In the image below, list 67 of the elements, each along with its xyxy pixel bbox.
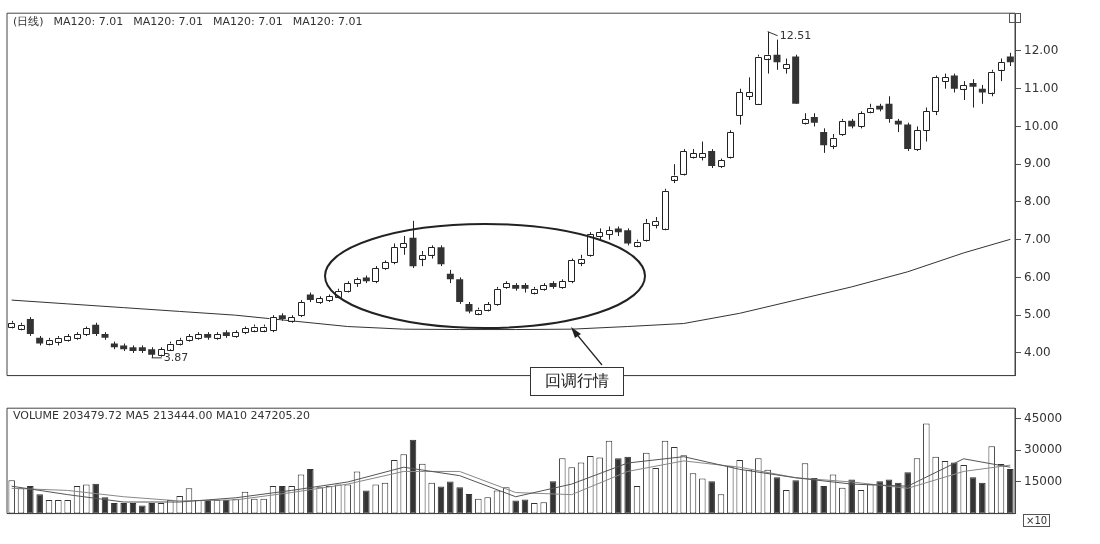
candlestick — [820, 127, 828, 154]
y-tick-label: 8.00 — [1024, 194, 1051, 209]
annotation: 12.51 — [779, 28, 812, 42]
annotation: MA120: 7.01 — [213, 15, 283, 28]
annotation: MA120: 7.01 — [53, 15, 124, 28]
bar — [792, 480, 799, 514]
chart-title: (日线) — [13, 15, 44, 28]
candlestick — [26, 316, 34, 337]
bar — [615, 458, 622, 514]
candlestick — [913, 125, 921, 152]
bar — [624, 456, 631, 514]
bar — [969, 477, 977, 514]
bar — [895, 482, 902, 514]
y-tick-label: 11.00 — [1024, 80, 1059, 95]
bar — [279, 485, 286, 514]
candlestick — [885, 95, 893, 124]
candlestick — [390, 242, 398, 265]
bar — [36, 494, 43, 514]
candlestick — [745, 76, 753, 101]
candlestick — [950, 73, 958, 93]
bar — [27, 485, 34, 514]
bar — [223, 499, 230, 514]
y-tick-label: 10.00 — [1024, 118, 1059, 133]
bar — [708, 481, 715, 514]
y-tick-label: 9.00 — [1024, 156, 1051, 171]
chart-title: VOLUME 203479.72 MA5 213444.00 MA10 247205.20 — [13, 409, 311, 422]
candlestick — [708, 148, 716, 169]
candlestick — [400, 235, 408, 256]
text: ×10 — [1023, 514, 1051, 527]
candlestick — [456, 276, 464, 305]
bar — [456, 487, 463, 514]
bar — [447, 481, 454, 514]
annotation: MA120: 7.01 — [292, 15, 363, 28]
candlestick — [437, 244, 445, 267]
bar — [204, 499, 211, 514]
y-tick-label: 6.00 — [1024, 269, 1051, 284]
bar — [773, 477, 781, 514]
bar — [848, 479, 855, 514]
y-tick-label: 12.00 — [1024, 43, 1059, 58]
bar — [465, 494, 473, 514]
bar — [512, 500, 519, 514]
bar — [979, 482, 986, 514]
bar — [811, 477, 818, 514]
y-tick-label: 5.00 — [1024, 307, 1051, 322]
candlestick — [736, 88, 744, 126]
annotation: 3.87 — [163, 350, 189, 364]
y-tick-label: 30000 — [1024, 442, 1063, 457]
y-tick-label: 15000 — [1024, 474, 1063, 489]
candlestick — [568, 258, 576, 284]
bar — [521, 499, 529, 514]
bar — [904, 472, 911, 514]
candlestick — [773, 39, 781, 71]
candlestick — [922, 107, 930, 143]
bar — [92, 483, 99, 514]
candlestick — [969, 78, 977, 109]
bar — [820, 485, 827, 514]
y-tick-label: 7.00 — [1024, 231, 1051, 246]
y-tick-label: 45000 — [1024, 410, 1063, 425]
y-tick-label: 4.00 — [1024, 345, 1051, 360]
bar — [1007, 468, 1014, 514]
candlestick — [932, 74, 940, 116]
annotation: MA120: 7.01 — [133, 15, 204, 28]
bar — [363, 490, 370, 514]
bar — [876, 481, 883, 514]
bar — [307, 468, 314, 514]
annotation: 回调行情 — [530, 367, 624, 396]
bar — [951, 462, 958, 514]
